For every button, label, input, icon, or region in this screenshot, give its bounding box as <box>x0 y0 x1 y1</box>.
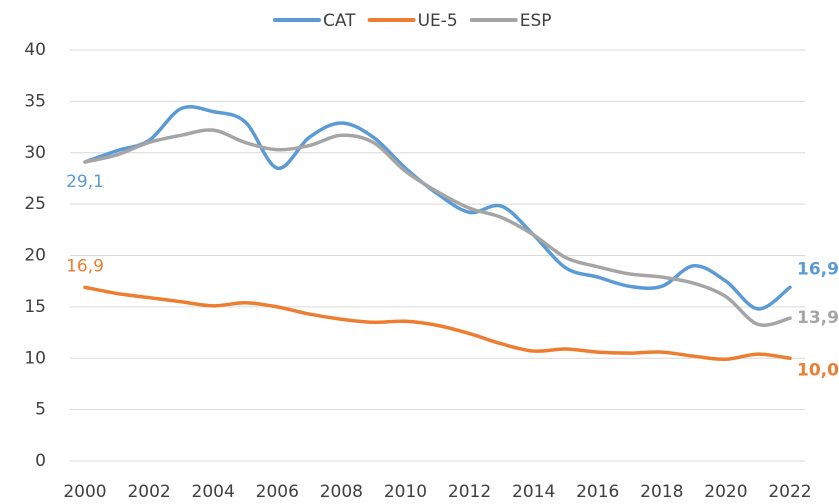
x-tick-label: 2006 <box>256 482 299 502</box>
data-label: 13,9 <box>797 308 839 328</box>
legend-label: UE-5 <box>418 11 458 31</box>
y-tick-label: 30 <box>24 143 46 163</box>
x-tick-label: 2004 <box>192 482 235 502</box>
data-label: 10,0 <box>797 360 839 380</box>
data-label: 16,9 <box>797 259 839 279</box>
data-label: 29,1 <box>66 172 104 192</box>
y-tick-label: 0 <box>35 451 46 471</box>
x-tick-label: 2008 <box>320 482 363 502</box>
legend-label: ESP <box>520 11 552 31</box>
y-tick-label: 10 <box>24 348 46 368</box>
x-tick-label: 2010 <box>384 482 427 502</box>
x-tick-label: 2002 <box>127 482 170 502</box>
y-tick-label: 5 <box>35 400 46 420</box>
y-tick-label: 35 <box>24 91 46 111</box>
x-tick-label: 2000 <box>63 482 106 502</box>
series-line <box>83 285 792 362</box>
x-tick-label: 2022 <box>768 482 811 502</box>
x-tick-label: 2016 <box>576 482 619 502</box>
y-tick-label: 15 <box>24 297 46 317</box>
y-tick-label: 20 <box>24 246 46 266</box>
series-line <box>83 104 792 311</box>
y-tick-label: 40 <box>24 40 46 60</box>
data-label: 16,9 <box>66 256 104 276</box>
y-tick-label: 25 <box>24 194 46 214</box>
series-line <box>83 128 792 327</box>
x-tick-label: 2012 <box>448 482 491 502</box>
x-tick-label: 2014 <box>512 482 555 502</box>
x-tick-label: 2020 <box>704 482 747 502</box>
legend-label: CAT <box>323 11 356 31</box>
x-tick-label: 2018 <box>640 482 683 502</box>
